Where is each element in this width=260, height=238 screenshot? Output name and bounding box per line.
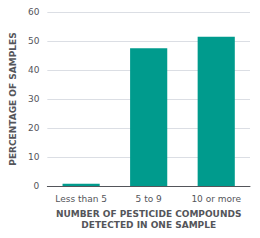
svg-text:10: 10 bbox=[28, 152, 40, 162]
svg-text:50: 50 bbox=[28, 36, 40, 46]
svg-text:0: 0 bbox=[34, 181, 40, 191]
svg-text:5 to 9: 5 to 9 bbox=[136, 194, 162, 204]
svg-text:40: 40 bbox=[28, 65, 40, 75]
svg-text:NUMBER OF PESTICIDE COMPOUNDS: NUMBER OF PESTICIDE COMPOUNDS bbox=[56, 209, 241, 219]
svg-text:PERCENTAGE OF SAMPLES: PERCENTAGE OF SAMPLES bbox=[8, 32, 18, 165]
svg-text:DETECTED IN ONE SAMPLE: DETECTED IN ONE SAMPLE bbox=[81, 220, 216, 230]
svg-text:30: 30 bbox=[28, 94, 40, 104]
svg-text:60: 60 bbox=[28, 7, 40, 17]
svg-text:10 or more: 10 or more bbox=[191, 194, 241, 204]
svg-text:Less than 5: Less than 5 bbox=[55, 194, 107, 204]
svg-text:20: 20 bbox=[28, 123, 40, 133]
